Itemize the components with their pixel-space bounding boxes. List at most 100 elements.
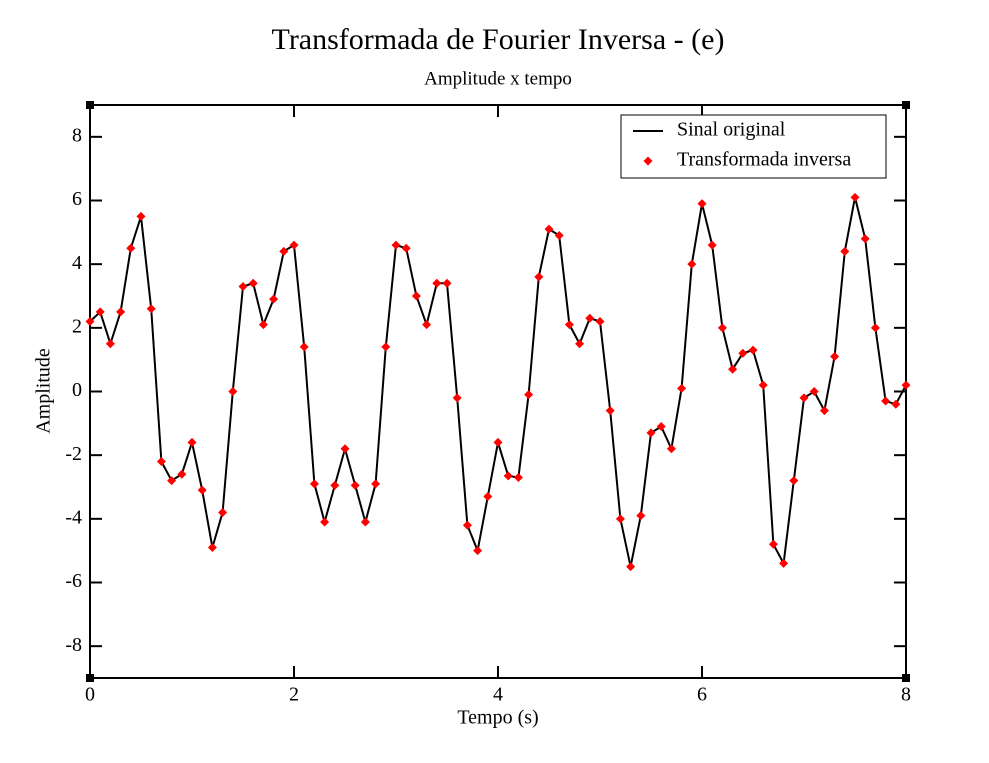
scatter-point [136, 211, 146, 221]
scatter-point [830, 351, 840, 361]
scatter-point [340, 444, 350, 454]
scatter-point [391, 240, 401, 250]
scatter-point [870, 323, 880, 333]
scatter-point [248, 278, 258, 288]
scatter-point [146, 304, 156, 314]
scatter-point [554, 231, 564, 241]
scatter-point [534, 272, 544, 282]
y-tick-label: 4 [72, 252, 82, 274]
scatter-point [411, 291, 421, 301]
scatter-point [758, 380, 768, 390]
scatter-point [544, 224, 554, 234]
scatter-point [768, 539, 778, 549]
scatter-point [860, 234, 870, 244]
scatter-point [585, 313, 595, 323]
scatter-point [503, 471, 513, 481]
scatter-point [524, 390, 534, 400]
scatter-point [228, 387, 238, 396]
scatter-point [320, 517, 330, 527]
scatter-point [738, 348, 748, 358]
scatter-point [717, 323, 727, 333]
scatter-point [605, 406, 615, 416]
scatter-point [483, 492, 493, 502]
scatter-point [422, 320, 432, 330]
scatter-point [707, 240, 717, 250]
y-tick-label: 0 [72, 379, 82, 401]
scatter-point [309, 479, 319, 489]
x-tick-label: 8 [901, 684, 911, 706]
scatter-point [289, 240, 299, 250]
scatter-point [748, 345, 758, 355]
scatter-point [269, 294, 279, 304]
plot-frame [89, 104, 907, 679]
scatter-point [493, 437, 503, 447]
scatter-point [126, 243, 136, 253]
scatter-point [697, 199, 707, 209]
scatter-point [646, 428, 656, 438]
scatter-point [799, 393, 809, 403]
x-tick-label: 0 [85, 684, 95, 706]
scatter-point [360, 517, 370, 527]
legend-label: Transformada inversa [677, 149, 851, 171]
scatter-point [299, 342, 309, 352]
scatter-point [595, 316, 605, 326]
scatter-point [432, 278, 442, 288]
scatter-point [840, 246, 850, 256]
scatter-point [901, 380, 911, 390]
y-tick-label: -2 [65, 443, 82, 465]
scatter-point [473, 546, 483, 556]
scatter-point [513, 472, 523, 482]
scatter-point [95, 307, 105, 317]
scatter-point [207, 542, 217, 552]
scatter-point [401, 243, 411, 253]
scatter-point [177, 469, 187, 479]
scatter-point [381, 342, 391, 352]
scatter-point [564, 320, 574, 330]
scatter-point [156, 457, 166, 467]
scatter-point [656, 422, 666, 432]
scatter-point [779, 558, 789, 568]
y-tick-label: -6 [65, 570, 82, 592]
scatter-point [442, 278, 452, 288]
scatter-point [809, 387, 819, 396]
scatter-point [462, 520, 472, 530]
y-tick-label: -4 [65, 506, 82, 528]
legend-box [620, 114, 887, 179]
scatter-point [687, 259, 697, 269]
scatter-point [636, 511, 646, 521]
scatter-point [850, 192, 860, 202]
scatter-point [105, 339, 115, 349]
chart-subtitle: Amplitude x tempo [424, 68, 572, 89]
x-axis-label: Tempo (s) [457, 707, 538, 729]
scatter-point [187, 437, 197, 447]
x-tick-label: 4 [493, 684, 503, 706]
scatter-point [258, 320, 268, 330]
scatter-point [330, 480, 340, 490]
scatter-point [116, 307, 126, 317]
scatter-point [615, 514, 625, 524]
scatter-point [279, 246, 289, 256]
y-axis-label: Amplitude [33, 348, 55, 434]
y-tick-label: -8 [65, 634, 82, 656]
y-tick-label: 8 [72, 124, 82, 146]
scatter-point [218, 507, 228, 517]
scatter-point [575, 339, 585, 349]
scatter-point [85, 316, 95, 326]
y-tick-label: 6 [72, 188, 82, 210]
chart-title: Transformada de Fourier Inversa - (e) [272, 23, 725, 56]
scatter-point [197, 485, 207, 495]
legend-label: Sinal original [677, 119, 786, 141]
scatter-point [350, 480, 360, 490]
scatter-point [881, 396, 891, 406]
x-tick-label: 6 [697, 684, 707, 706]
scatter-point [728, 364, 738, 374]
scatter-point [167, 476, 177, 486]
signal-line [89, 197, 907, 567]
y-tick-label: 2 [72, 315, 82, 337]
scatter-point [789, 476, 799, 486]
scatter-point [677, 383, 687, 393]
legend-symbol [643, 156, 653, 166]
scatter-point [666, 444, 676, 454]
